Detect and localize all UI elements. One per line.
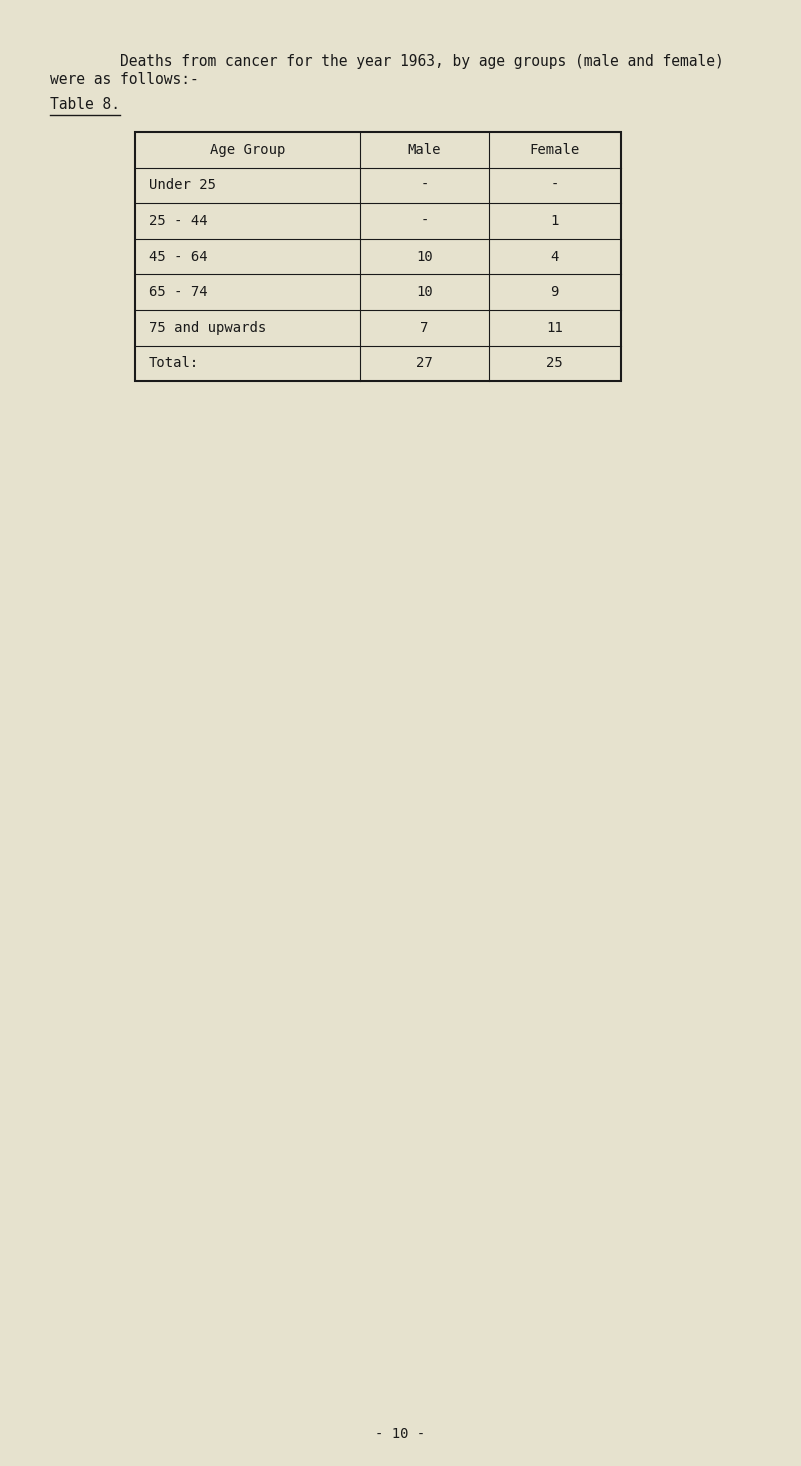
Text: 4: 4 bbox=[550, 249, 559, 264]
Text: -: - bbox=[421, 214, 429, 227]
Text: 7: 7 bbox=[421, 321, 429, 334]
Text: - 10 -: - 10 - bbox=[376, 1426, 425, 1441]
Text: 11: 11 bbox=[546, 321, 563, 334]
Text: Table 8.: Table 8. bbox=[50, 97, 119, 111]
Text: 25 - 44: 25 - 44 bbox=[149, 214, 207, 227]
Text: 9: 9 bbox=[550, 286, 559, 299]
Text: were as follows:-: were as follows:- bbox=[50, 72, 199, 86]
Text: 1: 1 bbox=[550, 214, 559, 227]
Text: -: - bbox=[550, 179, 559, 192]
Text: 25: 25 bbox=[546, 356, 563, 371]
Text: 27: 27 bbox=[417, 356, 433, 371]
Text: 10: 10 bbox=[417, 286, 433, 299]
Text: Total:: Total: bbox=[149, 356, 199, 371]
Text: 45 - 64: 45 - 64 bbox=[149, 249, 207, 264]
Text: Under 25: Under 25 bbox=[149, 179, 216, 192]
Text: Female: Female bbox=[529, 142, 580, 157]
Text: Age Group: Age Group bbox=[210, 142, 285, 157]
Text: 10: 10 bbox=[417, 249, 433, 264]
Text: 65 - 74: 65 - 74 bbox=[149, 286, 207, 299]
Text: -: - bbox=[421, 179, 429, 192]
Text: Deaths from cancer for the year 1963, by age groups (male and female): Deaths from cancer for the year 1963, by… bbox=[50, 53, 723, 69]
Text: 75 and upwards: 75 and upwards bbox=[149, 321, 266, 334]
Text: Male: Male bbox=[408, 142, 441, 157]
